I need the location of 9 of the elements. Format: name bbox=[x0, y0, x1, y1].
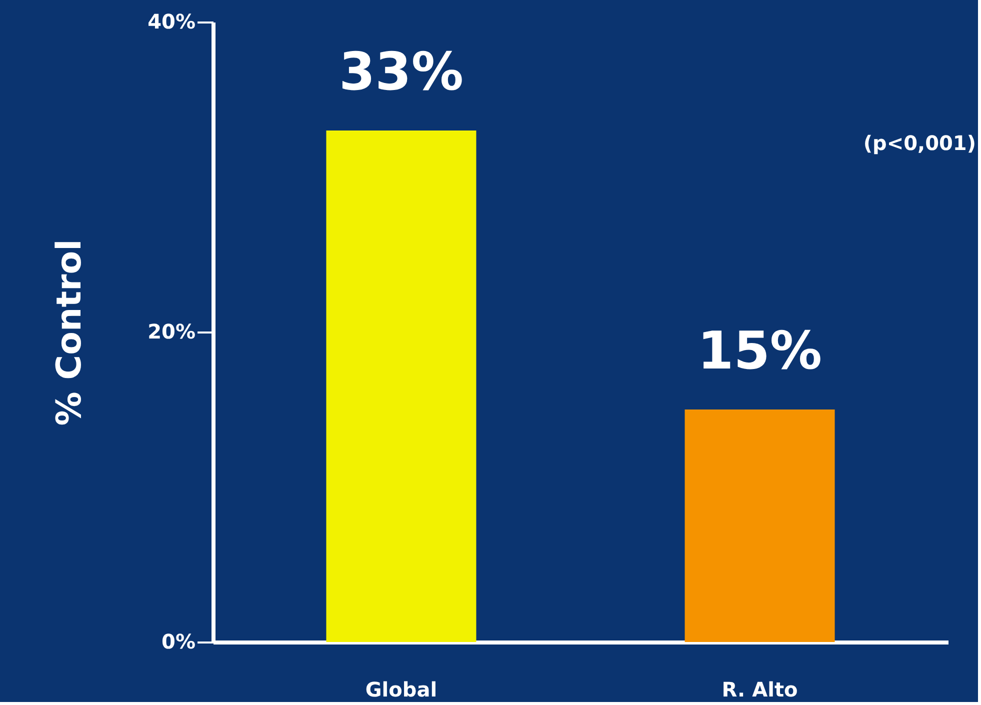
y-tick-label: 0% bbox=[162, 630, 196, 654]
y-tick-label: 40% bbox=[148, 10, 196, 34]
annotation: (p<0,001) bbox=[863, 131, 976, 155]
y-tick-label: 20% bbox=[148, 320, 196, 344]
x-tick-label: R. Alto bbox=[722, 678, 798, 702]
data-label: 15% bbox=[698, 322, 822, 382]
data-label: 33% bbox=[338, 42, 464, 102]
x-tick-label: Global bbox=[365, 678, 438, 702]
y-axis-title: % Control bbox=[50, 239, 90, 426]
